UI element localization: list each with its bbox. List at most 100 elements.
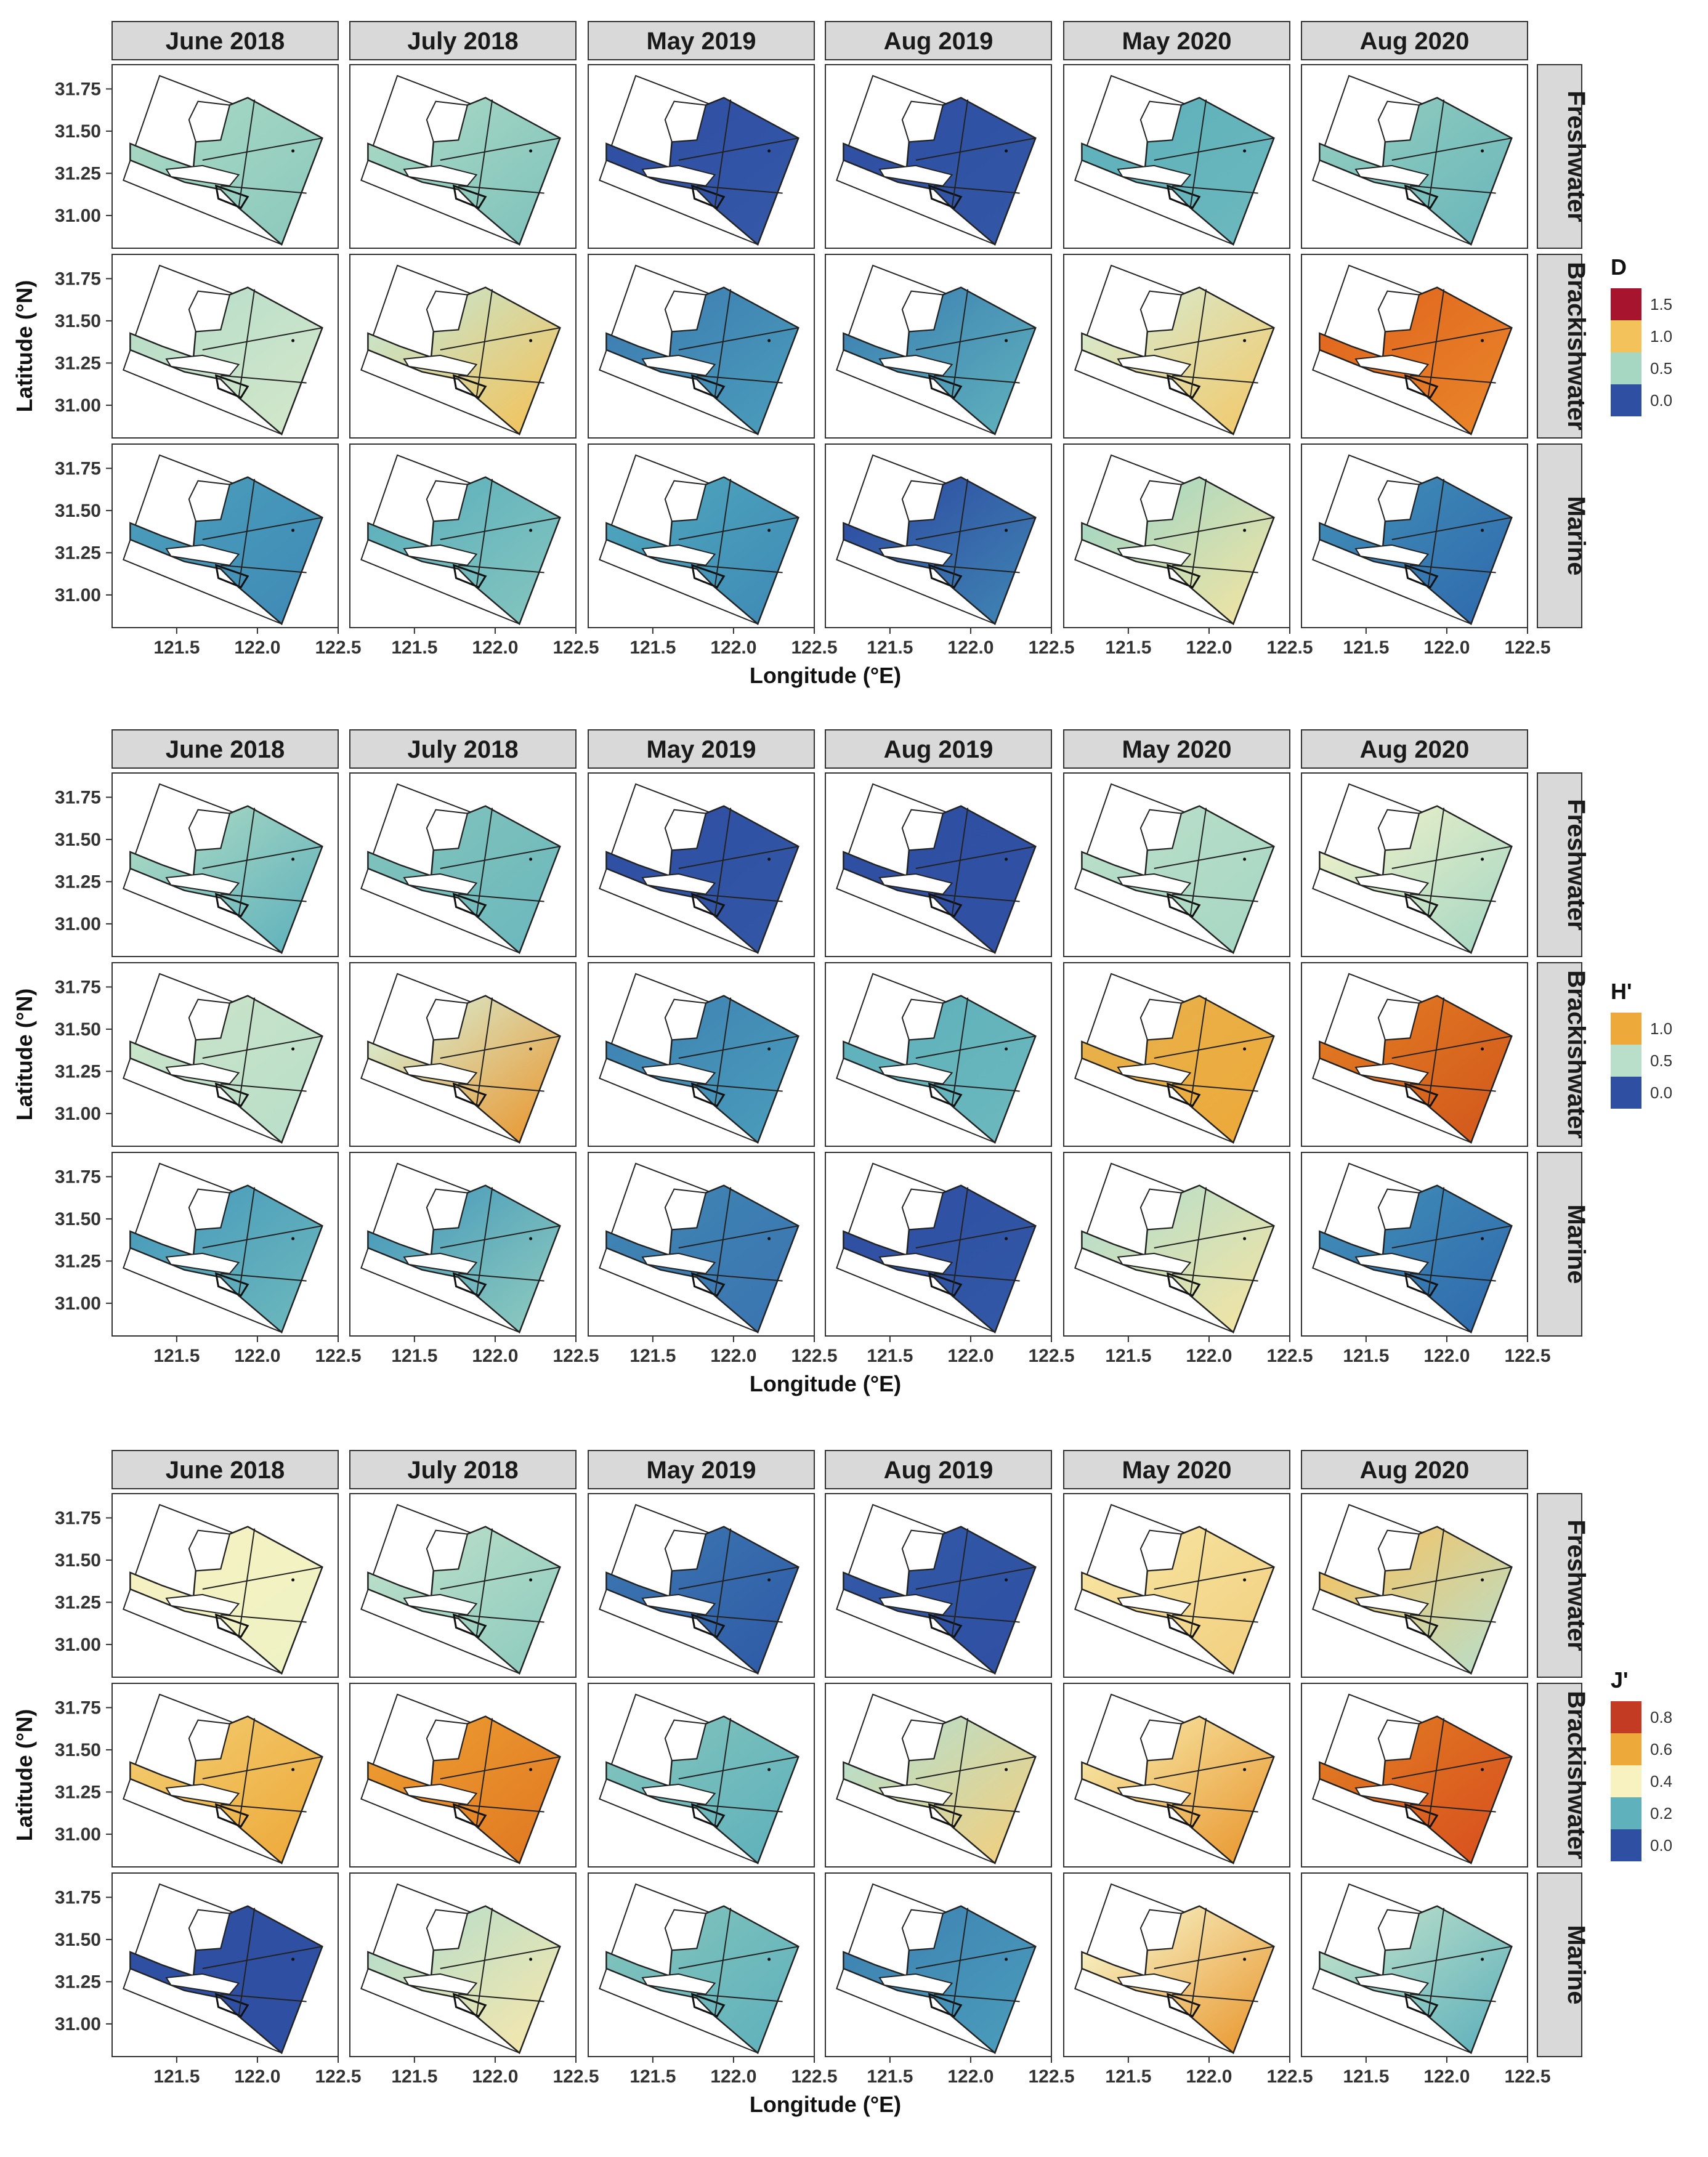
zone-boundary <box>678 1946 799 1969</box>
zone-boundary <box>915 517 1036 540</box>
zone-boundary <box>697 1614 783 1623</box>
y-tick-label: 31.50 <box>55 1740 101 1760</box>
column-strip-label: May 2020 <box>1122 736 1232 763</box>
island-area <box>1117 1593 1192 1616</box>
island-area <box>878 873 953 895</box>
island-area <box>1354 1252 1430 1274</box>
zone-boundary <box>714 1718 732 1827</box>
shoal-outline <box>214 1272 249 1297</box>
column-strip-label: Aug 2019 <box>884 1457 994 1484</box>
x-tick-label: 122.5 <box>1504 1346 1550 1366</box>
island-area <box>165 873 240 895</box>
land-area <box>1139 998 1183 1041</box>
land-area <box>1377 1719 1420 1762</box>
legend-title: D <box>1611 254 1627 280</box>
row-strip-label: Marine <box>1563 496 1590 576</box>
y-tick-label: 31.75 <box>55 269 101 289</box>
zone-boundary <box>951 289 969 398</box>
map-panel <box>349 1152 577 1337</box>
shoal-outline <box>452 1993 487 2018</box>
land-area <box>664 100 707 143</box>
map-panel <box>588 1683 815 1868</box>
land-area <box>188 480 231 522</box>
map-panel <box>111 1683 339 1868</box>
zone-boundary <box>678 1035 799 1059</box>
legend-tick-label: 0.5 <box>1650 359 1672 378</box>
x-tick-label: 122.0 <box>710 1346 756 1366</box>
island-area <box>1117 164 1192 187</box>
column-strip-label: July 2018 <box>407 1457 518 1484</box>
zone-boundary <box>714 1528 732 1637</box>
station-point <box>291 857 295 861</box>
station-point <box>1005 1237 1008 1240</box>
land-area <box>426 998 469 1041</box>
land-area <box>664 290 707 333</box>
zone-boundary <box>238 807 256 917</box>
row-strip-label: Brackishwater <box>1563 262 1590 430</box>
shoal-outline <box>1404 1803 1439 1828</box>
land-area <box>664 1529 707 1572</box>
zone-boundary <box>1410 1083 1496 1092</box>
station-point <box>529 857 533 861</box>
y-tick-label: 31.25 <box>55 543 101 563</box>
island-area <box>1354 354 1430 376</box>
station-point <box>1481 1047 1484 1051</box>
zone-boundary <box>934 1273 1020 1282</box>
island-area <box>403 1062 478 1085</box>
zone-boundary <box>714 997 732 1106</box>
x-tick-label: 122.5 <box>552 1346 599 1366</box>
station-point <box>1243 857 1247 861</box>
map-panel <box>825 1872 1052 2057</box>
zone-boundary <box>202 1566 323 1590</box>
y-tick-label: 31.00 <box>55 1104 101 1124</box>
land-area <box>901 1188 944 1231</box>
column-strip <box>1301 1450 1528 1489</box>
station-point <box>529 1578 533 1582</box>
zone-boundary <box>1391 1946 1512 1969</box>
zone-boundary <box>678 517 799 540</box>
zone-boundary <box>915 1035 1036 1059</box>
shoal-outline <box>928 1082 963 1107</box>
zone-boundary <box>476 1908 493 2017</box>
map-panel <box>1063 1493 1290 1678</box>
zone-boundary <box>1172 564 1258 573</box>
land-area <box>426 1188 469 1231</box>
land-area <box>1139 1909 1183 1951</box>
station-point <box>529 1768 533 1771</box>
legend-key <box>1611 1013 1641 1045</box>
y-tick-label: 31.75 <box>55 1887 101 1908</box>
zone-boundary <box>915 327 1036 350</box>
zone-boundary <box>440 1225 561 1248</box>
column-strip <box>1301 21 1528 60</box>
island-area <box>1354 1973 1430 1995</box>
zone-boundary <box>678 1225 799 1248</box>
map-panel <box>588 443 815 628</box>
legend-key <box>1611 320 1641 352</box>
map-panel <box>1063 1683 1290 1868</box>
zone-boundary <box>202 517 323 540</box>
zone-boundary <box>714 289 732 398</box>
zone-boundary <box>951 1908 969 2017</box>
legend-tick-label: 0.2 <box>1650 1804 1672 1823</box>
map-panel <box>588 1493 815 1678</box>
row-strip <box>1537 1683 1582 1868</box>
land-area <box>426 809 469 851</box>
island-area <box>1354 544 1430 566</box>
station-point <box>1243 1047 1247 1051</box>
x-tick-label: 121.5 <box>391 637 437 658</box>
x-tick-label: 122.5 <box>315 2066 361 2087</box>
zone-boundary <box>915 1756 1036 1779</box>
island-area <box>403 1593 478 1616</box>
row-strip <box>1537 443 1582 628</box>
land-area <box>1377 480 1420 522</box>
land-area <box>1377 998 1420 1041</box>
land-area <box>1139 480 1183 522</box>
zone-boundary <box>951 1528 969 1637</box>
x-tick-label: 122.0 <box>1423 2066 1470 2087</box>
island-area <box>165 354 240 376</box>
zone-boundary <box>934 564 1020 573</box>
legend-tick-label: 0.6 <box>1650 1740 1672 1758</box>
island-area <box>878 1062 953 1085</box>
column-strip <box>825 21 1052 60</box>
